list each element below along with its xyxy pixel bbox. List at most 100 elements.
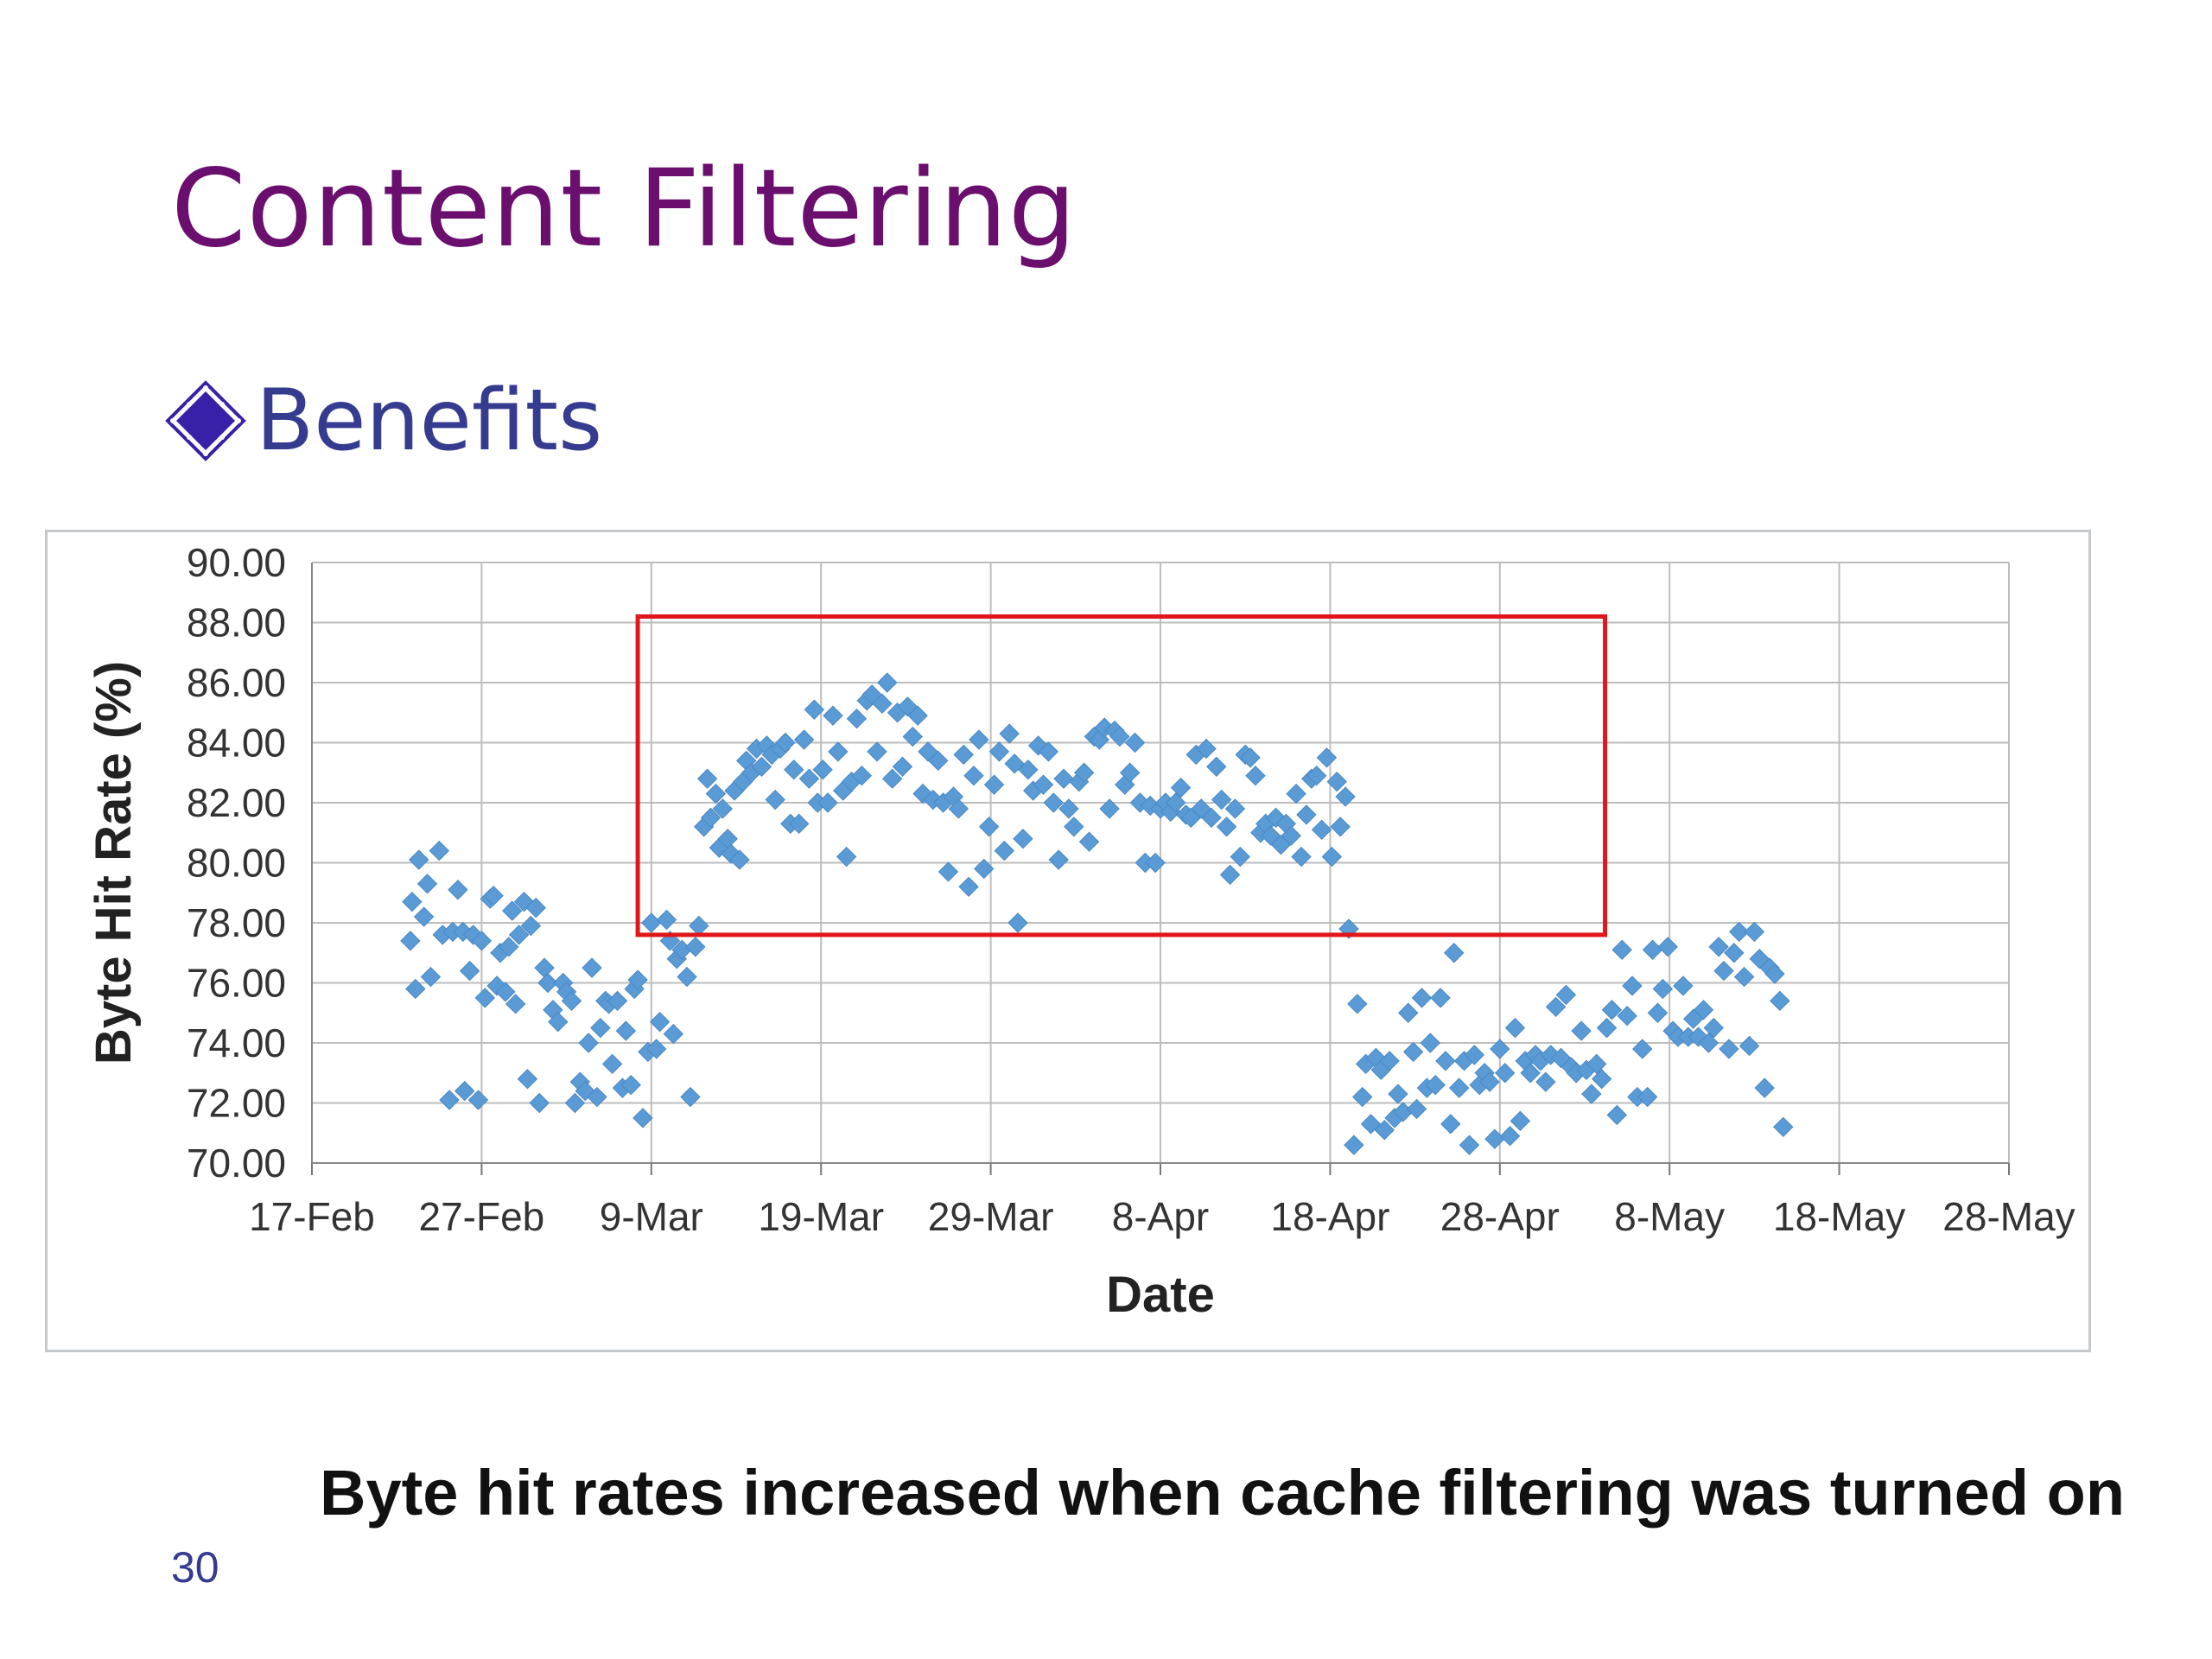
data-point [1402, 1041, 1424, 1063]
data-point [1013, 828, 1033, 849]
data-point [448, 880, 468, 900]
data-point [582, 957, 602, 978]
data-point [454, 1080, 475, 1102]
data-point [534, 957, 555, 978]
data-point [798, 768, 820, 789]
data-point [1406, 1098, 1427, 1120]
data-point [948, 798, 969, 819]
data-point [1652, 978, 1674, 1000]
data-point [416, 874, 438, 894]
highlight-box [635, 614, 1608, 938]
data-point [1622, 976, 1643, 996]
data-point [1520, 1063, 1541, 1084]
data-point [645, 1039, 667, 1059]
data-point [712, 798, 733, 819]
data-point [1018, 760, 1039, 780]
data-point [517, 1068, 538, 1090]
data-point [867, 741, 887, 762]
data-point [1344, 1135, 1364, 1155]
data-point [1744, 921, 1765, 943]
data-point [1571, 1020, 1592, 1041]
y-tick-label: 86.00 [187, 660, 286, 705]
data-point [1007, 912, 1028, 933]
data-point [1326, 771, 1347, 792]
data-point [1632, 1039, 1653, 1059]
data-point [907, 705, 928, 726]
data-point [1555, 984, 1577, 1006]
x-tick-label: 27-Feb [419, 1194, 545, 1239]
data-point [828, 741, 849, 762]
data-point [1379, 1051, 1400, 1071]
data-point [1459, 1135, 1480, 1155]
data-point [1464, 1045, 1485, 1065]
data-point [928, 750, 949, 772]
data-point [1291, 846, 1312, 868]
data-point [1064, 817, 1084, 837]
data-point [561, 990, 582, 1012]
data-point [627, 969, 648, 990]
data-point [812, 760, 833, 780]
data-point [1043, 792, 1064, 813]
x-tick-label: 29-Mar [928, 1194, 1054, 1239]
data-point [1490, 1039, 1510, 1059]
data-point [1230, 846, 1251, 868]
data-point [689, 915, 709, 937]
data-point [1586, 1053, 1607, 1075]
data-point [983, 774, 1005, 795]
data-point [578, 1033, 599, 1053]
data-point [877, 672, 898, 693]
data-point [474, 988, 496, 1008]
data-point [1647, 1002, 1669, 1023]
data-point [705, 783, 727, 804]
data-point [846, 708, 868, 729]
diamond-bullet-icon [165, 380, 246, 461]
chart-frame: Date Byte Hit Rate (%) 70.00 72.00 74.00 76… [45, 530, 2091, 1352]
data-point [483, 886, 504, 906]
data-point [1535, 1071, 1556, 1092]
x-tick-label: 8-May [1614, 1194, 1725, 1239]
data-point [1420, 1033, 1440, 1053]
scatter-chart: Date Byte Hit Rate (%) 70.00 72.00 74.00 76… [86, 540, 2075, 1323]
data-point [1073, 762, 1095, 783]
data-point [1606, 1104, 1628, 1126]
data-point [696, 768, 718, 789]
bullet-label: Benefits [256, 372, 603, 470]
data-point [1698, 1033, 1719, 1053]
data-point [974, 858, 995, 880]
data-point [649, 1011, 671, 1033]
data-point [564, 1092, 586, 1114]
axes [311, 563, 2010, 1175]
slide-title: Content Filtering [171, 147, 1077, 271]
data-point [1033, 774, 1054, 795]
data-point [1330, 817, 1351, 837]
data-point [1398, 1002, 1419, 1023]
axis-labels: Date Byte Hit Rate (%) 70.00 72.00 74.00 76… [86, 540, 2075, 1323]
data-point [978, 817, 1000, 837]
data-point [969, 729, 989, 750]
data-point [1224, 798, 1246, 819]
x-tick-label: 18-Apr [1270, 1194, 1389, 1239]
data-point [1719, 1039, 1739, 1059]
data-point [677, 966, 697, 988]
data-point [872, 693, 893, 715]
data-point [529, 1092, 550, 1114]
data-point [1733, 966, 1755, 988]
data-point [495, 982, 516, 1002]
data-point [938, 861, 959, 882]
data-point [402, 891, 423, 912]
data-point [499, 937, 519, 957]
y-tick-label: 78.00 [187, 900, 286, 945]
data-point [751, 756, 772, 778]
data-point [632, 1108, 653, 1128]
y-tick-label: 84.00 [187, 721, 286, 766]
data-point [1124, 732, 1146, 753]
y-tick-label: 88.00 [187, 601, 286, 645]
data-point [1109, 726, 1130, 747]
data-point [429, 840, 450, 861]
data-point [1411, 988, 1433, 1008]
data-point [953, 744, 974, 766]
y-tick-label: 82.00 [187, 780, 286, 825]
data-point [1347, 994, 1368, 1014]
data-point [467, 1090, 489, 1110]
data-point [1211, 789, 1232, 810]
